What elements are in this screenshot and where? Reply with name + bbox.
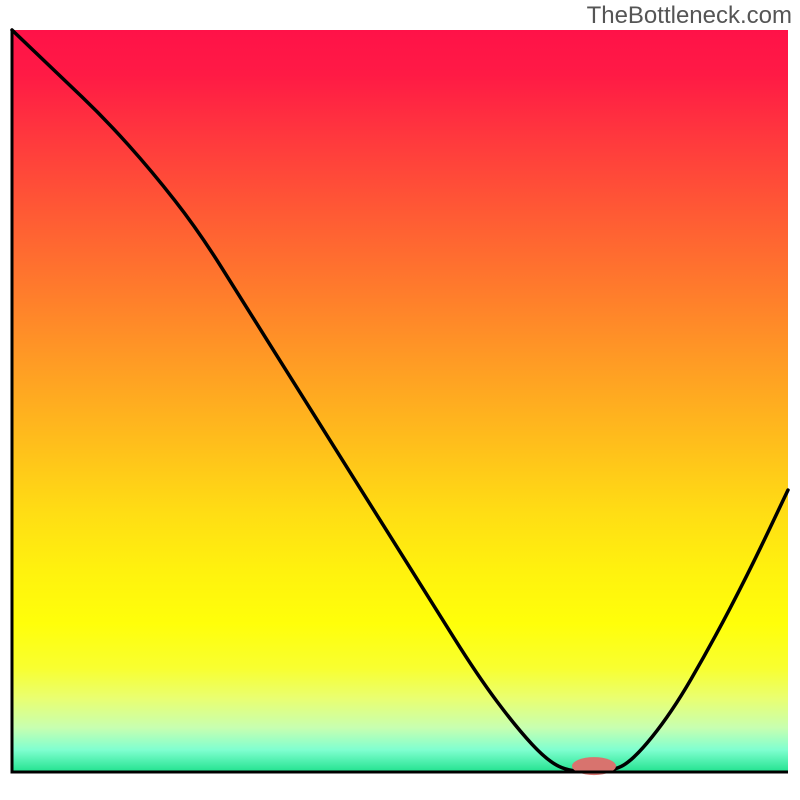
gradient-background (12, 30, 788, 772)
bottleneck-chart (0, 0, 800, 800)
watermark-text: TheBottleneck.com (587, 2, 792, 30)
chart-container: TheBottleneck.com (0, 0, 800, 800)
